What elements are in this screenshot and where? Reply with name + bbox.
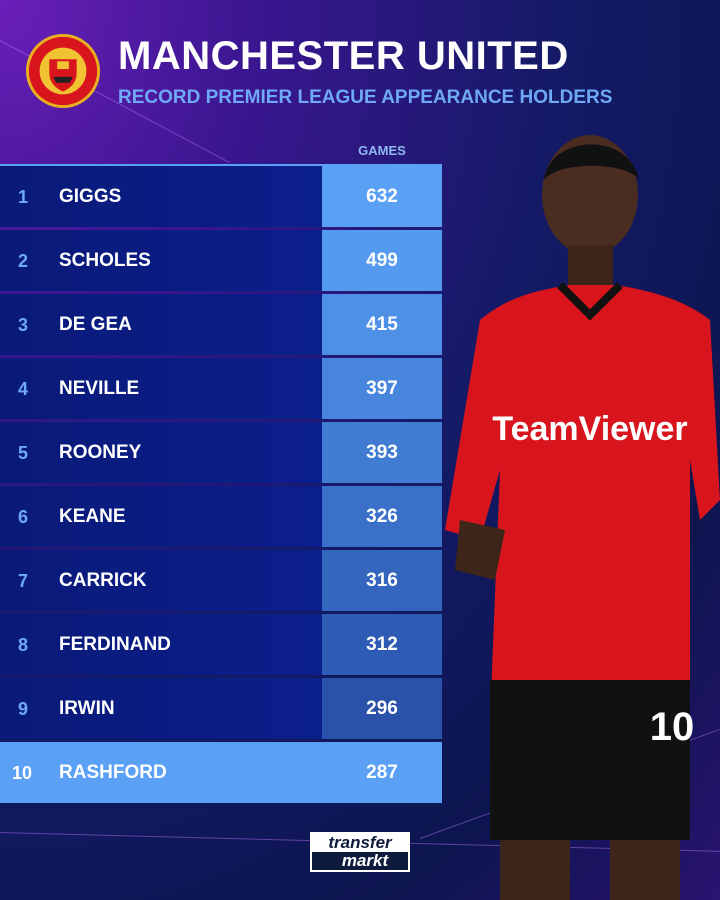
games-column-header: GAMES [358,143,406,158]
row-background [0,678,322,739]
games-value: 415 [322,294,442,355]
player-name: SCHOLES [59,250,151,271]
row-background [0,550,322,611]
games-value: 287 [322,742,442,803]
page-subtitle: RECORD PREMIER LEAGUE APPEARANCE HOLDERS [118,87,613,108]
table-top-line [0,164,442,166]
games-value: 316 [322,550,442,611]
row-background [0,486,322,547]
rank: 2 [18,251,29,271]
club-crest-logo [25,33,101,109]
games-value: 397 [322,358,442,419]
table-row: 10 RASHFORD 287 [0,742,442,803]
shirt-sponsor: TeamViewer [492,410,687,448]
row-background [0,422,322,483]
row-background [0,614,322,675]
player-photo: TeamViewer 10 [445,135,720,900]
logo-text-line2: markt [341,851,389,870]
table-row: 8 FERDINAND 312 [0,614,442,675]
rank: 10 [12,763,33,783]
rank: 4 [18,379,29,399]
page-title: MANCHESTER UNITED [118,34,569,78]
player-name: GIGGS [59,186,122,207]
table-row: 5 ROONEY 393 [0,422,442,483]
player-name: KEANE [59,506,126,527]
player-name: CARRICK [59,570,147,591]
rank: 3 [18,315,29,335]
transfermarkt-logo: transfer markt [310,832,410,872]
player-name: FERDINAND [59,634,171,655]
table-row: 9 IRWIN 296 [0,678,442,739]
table-row: 7 CARRICK 316 [0,550,442,611]
player-name: ROONEY [59,442,142,463]
games-value: 312 [322,614,442,675]
player-name: IRWIN [59,698,115,719]
row-background [0,294,322,355]
table-row: 6 KEANE 326 [0,486,442,547]
row-background [0,166,322,227]
rank: 8 [18,635,29,655]
games-value: 632 [322,166,442,227]
player-name: RASHFORD [59,762,167,783]
shirt-number: 10 [650,705,695,749]
row-background [0,358,322,419]
row-background [0,230,322,291]
table-row: 4 NEVILLE 397 [0,358,442,419]
rank: 9 [18,699,29,719]
games-value: 393 [322,422,442,483]
rank: 6 [18,507,29,527]
table-row: 1 GIGGS 632 [0,166,442,227]
games-value: 326 [322,486,442,547]
player-name: DE GEA [59,314,132,335]
logo-text-line1: transfer [312,834,408,852]
rank: 1 [18,187,29,207]
rank: 7 [18,571,29,591]
games-value: 499 [322,230,442,291]
games-value: 296 [322,678,442,739]
row-background [0,742,322,803]
table-row: 2 SCHOLES 499 [0,230,442,291]
table-row: 3 DE GEA 415 [0,294,442,355]
player-name: NEVILLE [59,378,140,399]
rank: 5 [18,443,29,463]
